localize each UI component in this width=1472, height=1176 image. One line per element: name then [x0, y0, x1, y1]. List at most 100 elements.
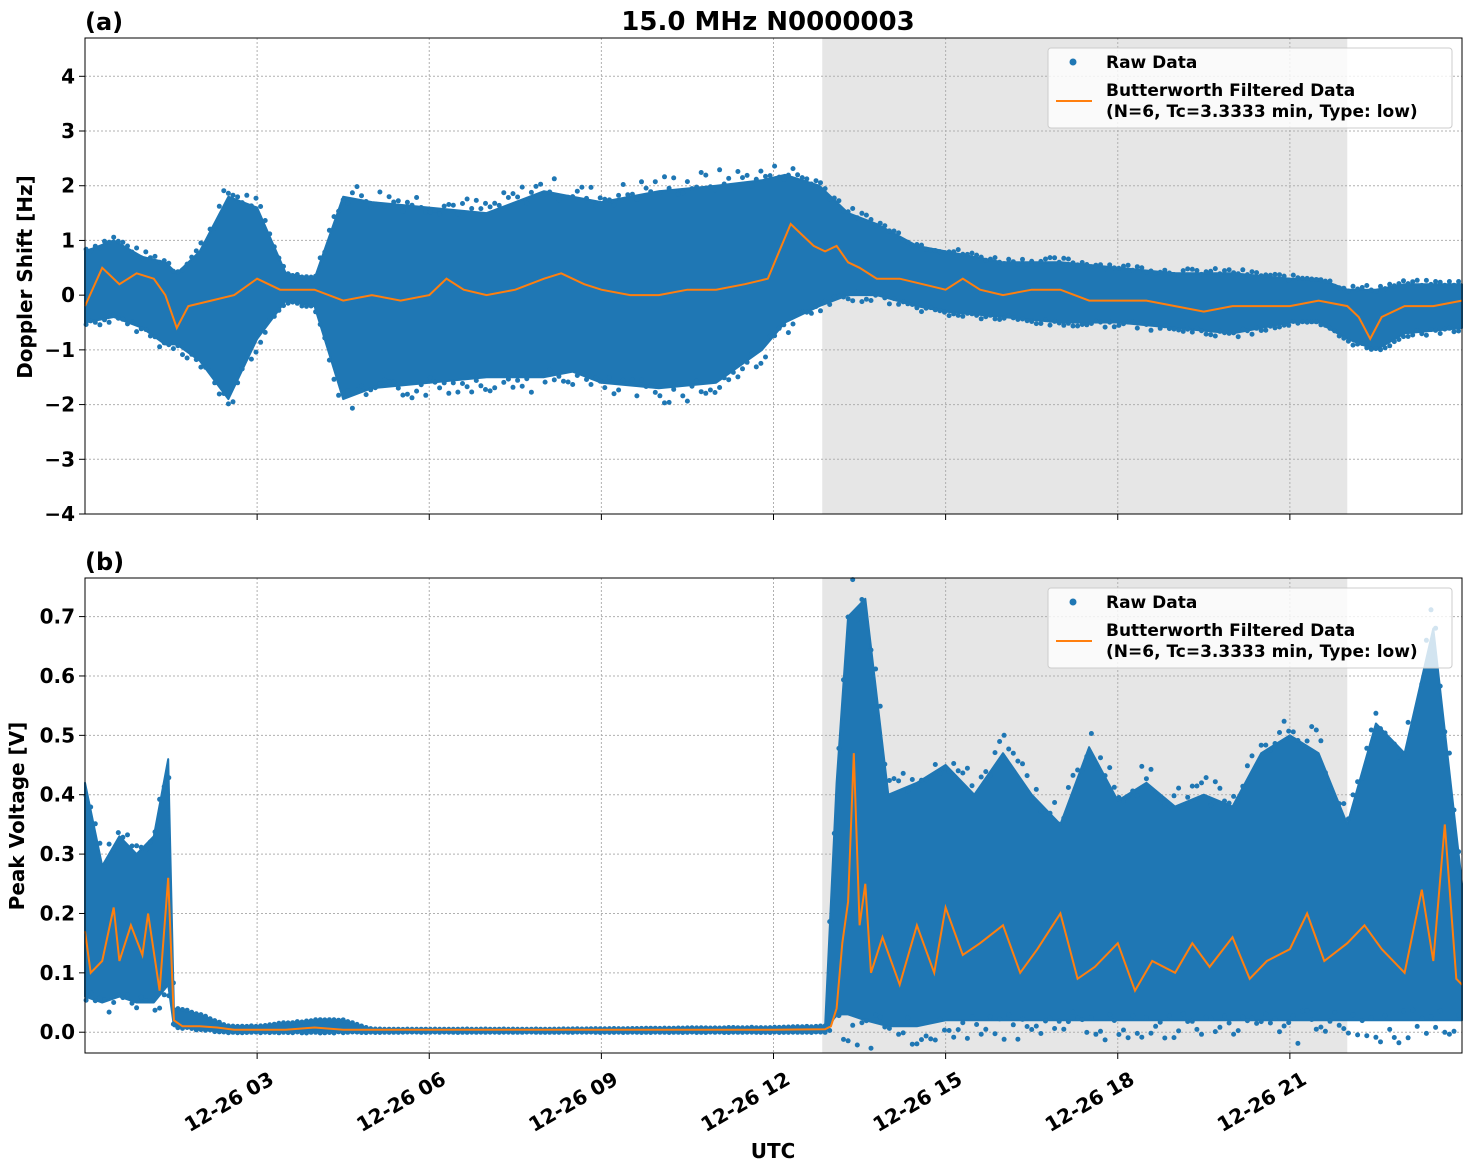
raw-data-point	[868, 217, 874, 222]
raw-data-point	[749, 1029, 755, 1035]
raw-data-point	[1093, 318, 1099, 324]
panel-a-doppler-shift: −4 −3 −2 −1 0 1 2 3 4 (a) 15.0 MHz N0000003 Dopp…	[13, 7, 1463, 526]
raw-data-point	[1322, 322, 1328, 328]
raw-data-point	[932, 762, 938, 767]
raw-data-point	[83, 793, 89, 799]
raw-data-point	[349, 1020, 355, 1026]
raw-data-point	[730, 1029, 736, 1035]
raw-data-point	[1222, 1013, 1227, 1019]
raw-data-point	[1130, 267, 1136, 273]
raw-data-point	[1332, 328, 1338, 334]
raw-data-point	[767, 333, 773, 339]
raw-data-point	[717, 167, 723, 173]
raw-data-point	[395, 198, 401, 204]
raw-data-point	[1194, 268, 1200, 273]
raw-data-point	[175, 1025, 181, 1031]
raw-data-point	[1364, 1033, 1370, 1039]
raw-data-point	[542, 379, 548, 385]
raw-data-point	[1359, 775, 1365, 781]
raw-data-point	[1313, 319, 1319, 325]
raw-data-point	[427, 1029, 433, 1035]
raw-data-point	[785, 172, 791, 178]
raw-data-point	[758, 1030, 764, 1035]
raw-data-point	[460, 381, 465, 386]
raw-data-point	[978, 774, 984, 780]
raw-data-point	[946, 1028, 952, 1033]
raw-data-point	[478, 206, 484, 212]
x-tick-label: 12-26 09	[524, 1067, 622, 1137]
raw-data-point	[928, 774, 934, 780]
raw-data-point	[886, 1025, 892, 1031]
raw-data-point	[1263, 1011, 1269, 1017]
raw-data-point	[1006, 313, 1012, 319]
raw-data-point	[290, 273, 296, 278]
raw-data-point	[1391, 283, 1397, 289]
raw-data-point	[877, 291, 883, 297]
raw-data-point	[1107, 1012, 1113, 1018]
raw-data-point	[372, 385, 378, 391]
raw-data-point	[799, 1029, 805, 1035]
raw-data-point	[1318, 1024, 1324, 1030]
raw-data-point	[519, 383, 525, 389]
raw-data-point	[1437, 331, 1443, 336]
raw-data-point	[501, 190, 507, 196]
raw-data-point	[97, 995, 103, 1001]
raw-data-point	[225, 401, 231, 407]
raw-data-point	[418, 382, 424, 388]
raw-data-point	[83, 322, 89, 327]
raw-data-point	[331, 214, 337, 220]
raw-data-point	[611, 1029, 617, 1035]
raw-data-point	[1065, 320, 1071, 326]
raw-data-point	[290, 1030, 296, 1036]
raw-data-point	[726, 175, 732, 181]
raw-data-point	[1387, 343, 1393, 349]
raw-data-point	[1171, 1035, 1177, 1041]
raw-data-point	[662, 174, 667, 180]
raw-data-point	[712, 187, 718, 193]
raw-data-point	[606, 375, 612, 380]
raw-data-point	[469, 1029, 475, 1035]
raw-data-point	[919, 1037, 924, 1043]
raw-data-point	[1304, 275, 1310, 281]
raw-data-point	[125, 992, 130, 998]
raw-data-point	[854, 617, 860, 623]
raw-data-point	[836, 745, 842, 751]
raw-data-point	[281, 263, 286, 269]
raw-data-point	[1423, 332, 1429, 338]
raw-data-point	[818, 180, 823, 186]
raw-data-point	[1428, 327, 1434, 333]
raw-data-point	[1015, 758, 1021, 764]
raw-data-point	[873, 666, 879, 672]
raw-data-point	[790, 166, 796, 172]
raw-data-point	[822, 1029, 828, 1035]
raw-data-point	[161, 784, 167, 790]
raw-data-point	[845, 1038, 851, 1044]
raw-data-point	[1166, 803, 1172, 809]
raw-data-point	[896, 301, 902, 307]
raw-data-point	[905, 301, 911, 307]
raw-data-point	[579, 1029, 585, 1035]
raw-data-point	[859, 210, 865, 216]
raw-data-point	[1433, 1024, 1439, 1030]
raw-data-point	[643, 384, 649, 389]
raw-data-point	[1084, 754, 1090, 759]
raw-data-point	[1226, 1020, 1232, 1026]
raw-data-point	[515, 377, 521, 383]
raw-data-point	[992, 1031, 998, 1037]
raw-data-point	[359, 383, 364, 389]
raw-data-point	[588, 1029, 594, 1035]
raw-data-point	[97, 322, 103, 328]
raw-data-point	[1355, 1032, 1361, 1038]
raw-data-point	[721, 1030, 727, 1035]
legend-box	[1047, 587, 1453, 669]
raw-data-point	[304, 1018, 309, 1024]
raw-data-point	[611, 391, 617, 397]
raw-data-point	[1267, 272, 1273, 278]
raw-data-point	[882, 223, 888, 229]
raw-data-point	[831, 294, 837, 300]
raw-data-point	[1199, 271, 1204, 277]
raw-data-point	[299, 1030, 305, 1036]
raw-data-point	[818, 1023, 823, 1029]
raw-data-point	[1038, 808, 1044, 814]
raw-data-point	[473, 1029, 479, 1035]
